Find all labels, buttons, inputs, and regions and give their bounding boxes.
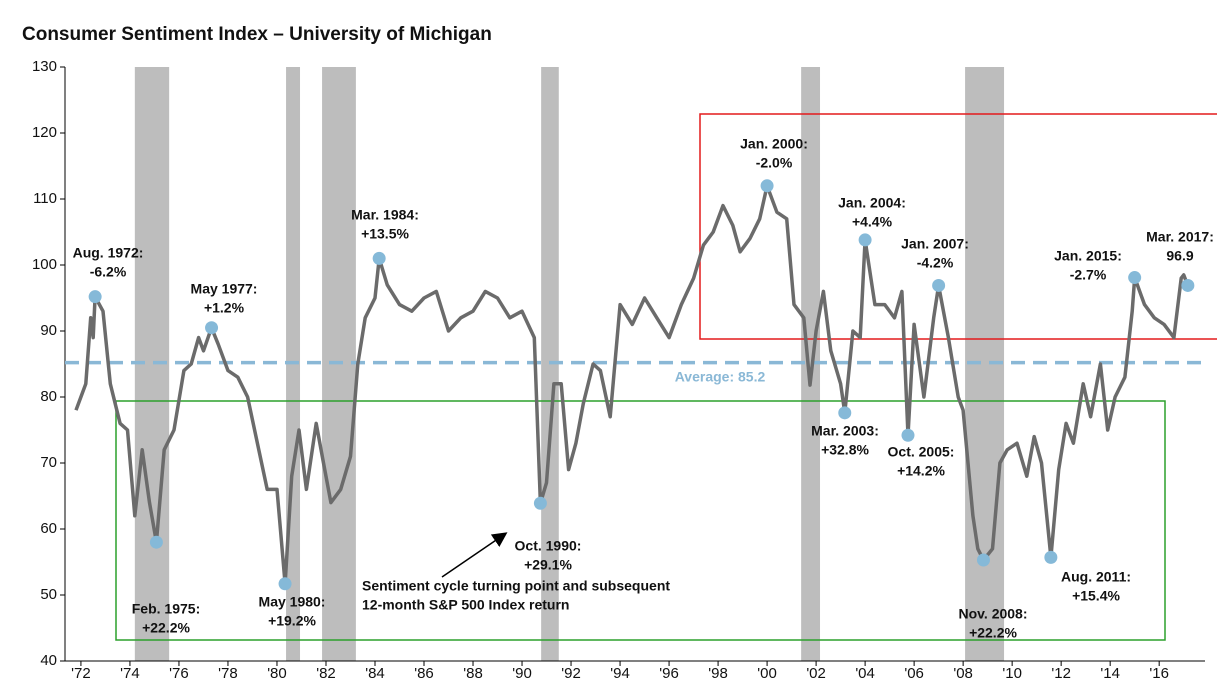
annotation-label: +13.5% [361, 226, 409, 242]
x-tick-label: '12 [1051, 665, 1071, 682]
y-tick-label: 120 [32, 124, 57, 141]
annotation-label: Mar. 1984: [351, 207, 419, 223]
x-tick-label: '86 [414, 665, 434, 682]
turning-point [205, 321, 219, 335]
y-tick-label: 80 [40, 388, 57, 405]
annotation-label: +15.4% [1072, 588, 1120, 604]
x-tick-label: '06 [904, 665, 924, 682]
turning-point [533, 496, 547, 510]
annotation-label: Oct. 1990: [515, 538, 582, 554]
turning-point [838, 406, 852, 420]
x-tick-label: '96 [659, 665, 679, 682]
turning-point [149, 535, 163, 549]
annotation-label: May 1977: [191, 281, 258, 297]
y-tick-label: 70 [40, 454, 57, 471]
turning-point [1044, 550, 1058, 564]
x-tick-label: '10 [1002, 665, 1022, 682]
annotation-label: Nov. 2008: [959, 606, 1028, 622]
x-tick-label: '76 [169, 665, 189, 682]
turning-point [1181, 278, 1195, 292]
turning-point [278, 577, 292, 591]
sentiment-line [74, 184, 1190, 586]
y-tick-label: 60 [40, 520, 57, 537]
y-tick-label: 100 [32, 256, 57, 273]
recession-band [801, 67, 821, 661]
note-text: Sentiment cycle turning point and subseq… [362, 578, 670, 594]
annotation-label: Jan. 2007: [901, 236, 969, 252]
x-tick-label: '82 [316, 665, 336, 682]
x-tick-label: '74 [120, 665, 140, 682]
chart-title: Consumer Sentiment Index – University of… [22, 24, 492, 45]
note-text: 12-month S&P 500 Index return [362, 597, 569, 613]
highlight-box [699, 113, 1217, 340]
x-tick-label: '14 [1100, 665, 1120, 682]
x-tick-label: '90 [512, 665, 532, 682]
annotation-label: 96.9 [1166, 248, 1193, 264]
annotation-label: Oct. 2005: [888, 444, 955, 460]
y-tick-label: 50 [40, 586, 57, 603]
annotation-label: Feb. 1975: [132, 601, 200, 617]
annotation-label: +4.4% [852, 214, 893, 230]
x-tick-label: '94 [610, 665, 630, 682]
x-tick-label: '88 [463, 665, 483, 682]
x-tick-label: '80 [267, 665, 287, 682]
turning-point [372, 251, 386, 265]
y-tick-label: 90 [40, 322, 57, 339]
annotation-label: Aug. 1972: [73, 245, 144, 261]
highlight-box [115, 400, 1166, 641]
turning-point [858, 233, 872, 247]
annotation-label: Mar. 2017: [1146, 229, 1214, 245]
x-tick-label: '98 [708, 665, 728, 682]
annotation-label: Mar. 2003: [811, 423, 879, 439]
annotation-label: -4.2% [917, 255, 954, 271]
x-tick-label: '00 [757, 665, 777, 682]
y-tick-label: 40 [40, 652, 57, 669]
turning-point [932, 278, 946, 292]
annotation-label: May 1980: [259, 594, 326, 610]
annotation-label: Aug. 2011: [1061, 569, 1131, 585]
x-tick-label: '92 [561, 665, 581, 682]
annotation-label: Jan. 2004: [838, 195, 906, 211]
annotation-label: +22.2% [142, 620, 190, 636]
y-tick-label: 110 [33, 190, 57, 207]
annotation-label: -2.7% [1070, 267, 1107, 283]
turning-point [760, 179, 774, 193]
annotation-label: +1.2% [204, 300, 245, 316]
turning-point [88, 290, 102, 304]
annotation-label: Jan. 2015: [1054, 248, 1122, 264]
y-tick-label: 130 [32, 58, 57, 75]
note-arrow [441, 532, 508, 578]
x-tick-label: '04 [855, 665, 875, 682]
x-tick-label: '08 [953, 665, 973, 682]
x-tick-label: '16 [1149, 665, 1169, 682]
annotation-label: +19.2% [268, 613, 316, 629]
turning-point [1128, 271, 1142, 285]
annotation-label: -6.2% [90, 264, 127, 280]
annotation-label: +14.2% [897, 463, 945, 479]
annotation-label: Jan. 2000: [740, 136, 808, 152]
turning-point [976, 553, 990, 567]
annotation-label: +32.8% [821, 442, 869, 458]
x-tick-label: '72 [71, 665, 91, 682]
annotation-label: +22.2% [969, 625, 1017, 641]
x-tick-label: '78 [218, 665, 238, 682]
x-tick-label: '02 [806, 665, 826, 682]
x-tick-label: '84 [365, 665, 385, 682]
average-label: Average: 85.2 [675, 368, 766, 384]
annotation-label: -2.0% [756, 155, 793, 171]
annotation-label: +29.1% [524, 557, 572, 573]
turning-point [901, 428, 915, 442]
